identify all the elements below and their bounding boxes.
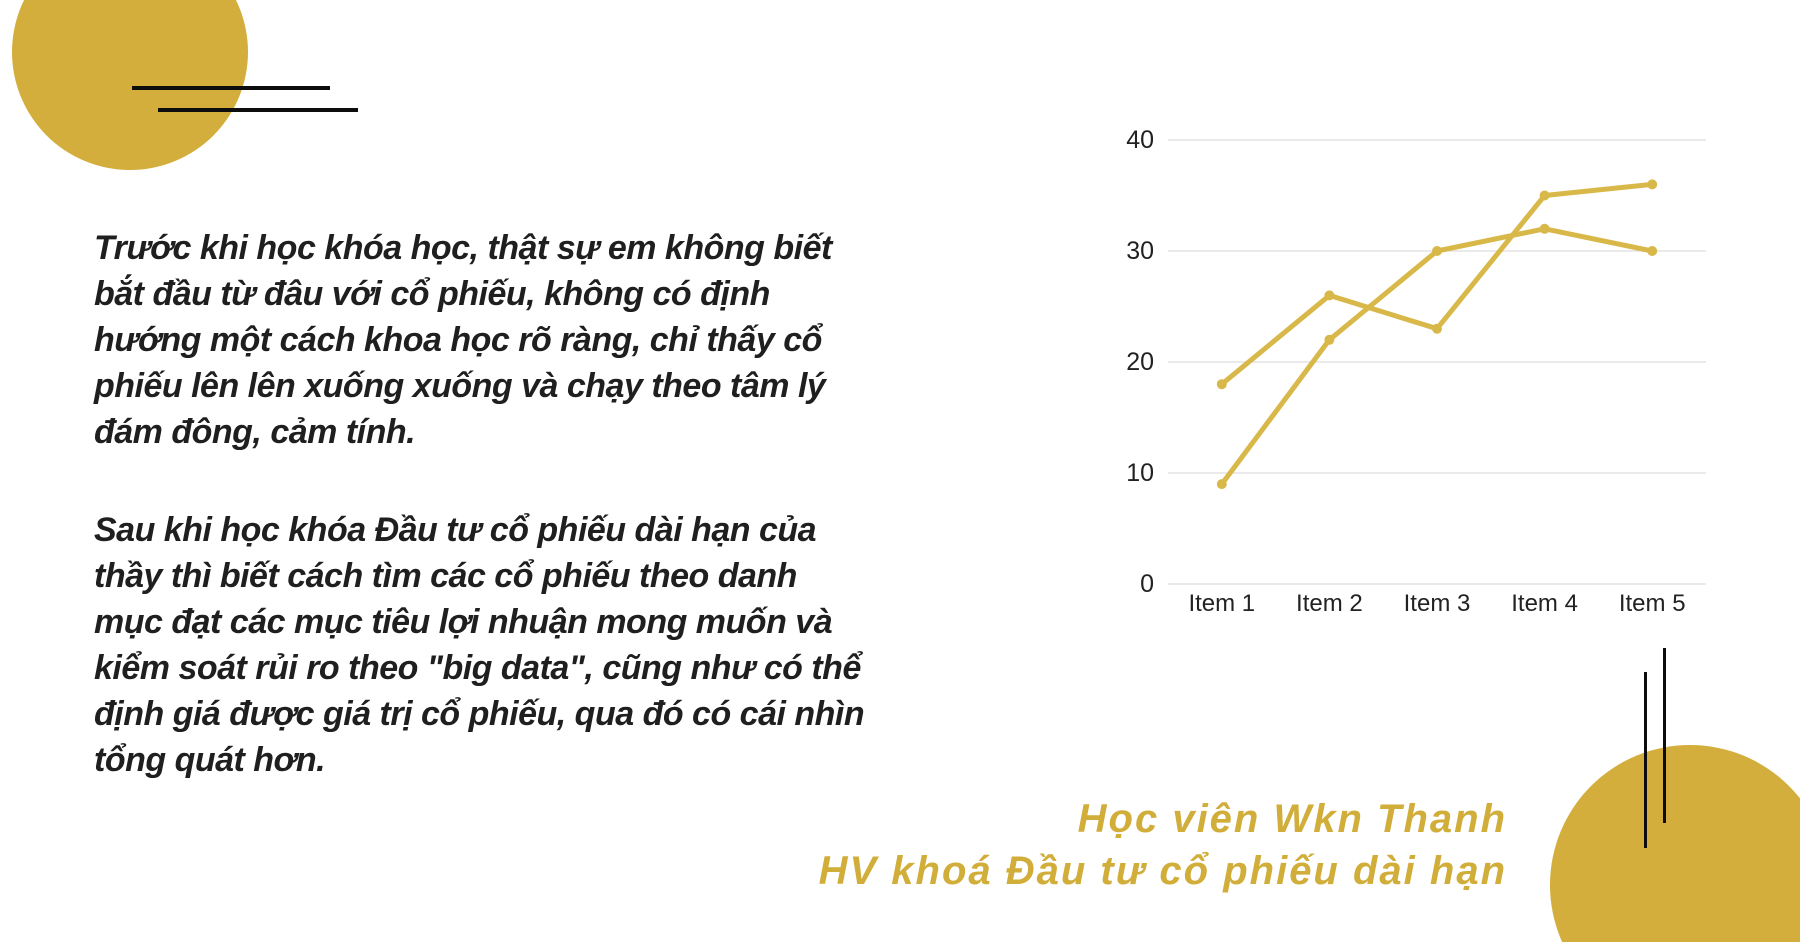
testimonial-paragraph-before: Trước khi học khóa học, thật sự em không…: [94, 229, 832, 451]
data-point-series2-item2: [1324, 334, 1335, 345]
data-point-series1-item2: [1324, 290, 1335, 301]
series-line-2: [1219, 226, 1655, 487]
course-name: HV khoá Đầu tư cổ phiếu dài hạn: [818, 849, 1507, 893]
data-point-series1-item1: [1216, 379, 1227, 390]
data-point-series2-item3: [1432, 246, 1442, 256]
y-axis-tick-label: 10: [1126, 459, 1154, 487]
x-axis-category-label: Item 1: [1188, 590, 1255, 617]
attribution-block: Học viên Wkn Thanh HV khoá Đầu tư cổ phi…: [819, 793, 1507, 897]
y-axis-tick-label: 0: [1140, 570, 1154, 598]
line-chart: 40 30 20 10 0 Item 1 Item 2 Item 3 Item 4 Item 5: [1100, 110, 1720, 630]
data-point-series1-item5: [1647, 179, 1658, 190]
data-point-series1-item4: [1539, 190, 1550, 201]
gold-circle-bottom-right: [1550, 745, 1800, 942]
decorative-vertical-line-1: [1644, 672, 1647, 848]
series-line-1: [1219, 181, 1655, 387]
x-axis-category-label: Item 4: [1511, 590, 1578, 617]
decorative-vertical-line-2: [1663, 648, 1666, 823]
x-axis-category-label: Item 3: [1404, 590, 1471, 617]
testimonial-paragraph-after: Sau khi học khóa Đầu tư cổ phiếu dài hạn…: [94, 511, 865, 779]
chart-svg: 40 30 20 10 0 Item 1 Item 2 Item 3 Item 4 Item 5: [1126, 126, 1706, 617]
student-name: Học viên Wkn Thanh: [1077, 797, 1507, 841]
data-point-series1-item3: [1432, 323, 1442, 334]
data-point-series2-item1: [1216, 479, 1227, 490]
data-point-series2-item4: [1539, 223, 1550, 234]
x-axis-category-label: Item 2: [1296, 590, 1363, 617]
y-axis-tick-label: 30: [1126, 237, 1154, 265]
decorative-horizontal-line-1: [132, 86, 330, 90]
decorative-horizontal-line-2: [158, 108, 358, 112]
gold-circle-top-left: [12, 0, 248, 170]
x-axis-category-label: Item 5: [1619, 590, 1686, 617]
y-axis-tick-label: 20: [1126, 348, 1154, 376]
data-point-series2-item5: [1647, 246, 1658, 256]
y-axis-tick-label: 40: [1126, 126, 1154, 154]
